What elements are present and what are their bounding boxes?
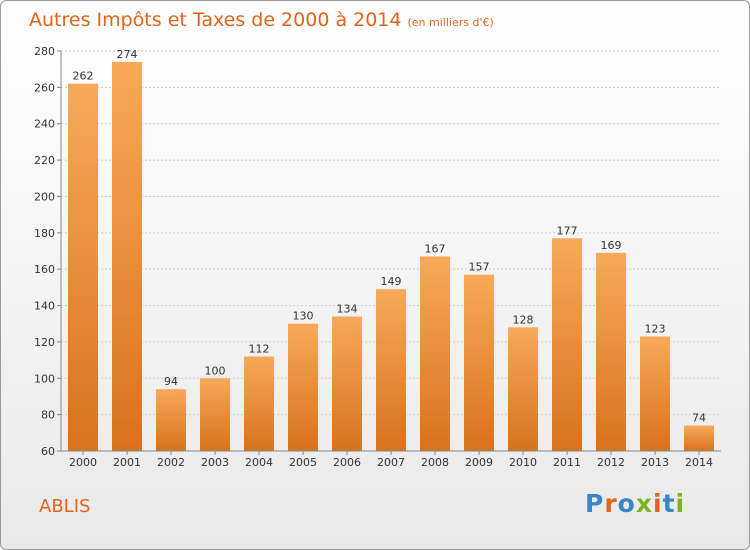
data-label-2008: 167 [425, 242, 446, 255]
y-tick-label: 140 [34, 300, 55, 313]
logo-letter: o [617, 489, 636, 518]
x-axis: 2000 2001 2002 2003 2004 2005 2006 2007 2008 2009… [61, 450, 721, 469]
logo-letter: t [662, 489, 676, 518]
y-tick-label: 100 [34, 372, 55, 385]
bar-2000 [68, 83, 98, 452]
x-tick-label-2009: 2009 [465, 456, 493, 469]
x-tick-label-2010: 2010 [509, 456, 537, 469]
bar-2005 [288, 323, 318, 451]
bar-2007 [376, 289, 406, 451]
logo-letter: P [585, 489, 605, 518]
bar-2010 [508, 327, 538, 451]
x-tick-label-2011: 2011 [553, 456, 581, 469]
y-tick-label: 200 [34, 190, 55, 203]
data-label-2004: 112 [249, 342, 270, 355]
y-axis: 60 80 100 120 140 160 180 200 220 240 260 280 [34, 45, 62, 458]
data-label-2006: 134 [337, 302, 358, 315]
y-tick-label: 60 [41, 445, 55, 458]
data-label-2009: 157 [469, 261, 490, 274]
logo-letter: i [653, 489, 663, 518]
data-label-2012: 169 [601, 239, 622, 252]
x-tick-label-2000: 2000 [69, 456, 97, 469]
x-tick-label-2004: 2004 [245, 456, 273, 469]
bar-2009 [464, 274, 494, 451]
data-labels: 262 274 94 100 112 130 134 149 167 157 128 177 169 12… [73, 48, 707, 425]
x-tick-label-2003: 2003 [201, 456, 229, 469]
bar-2001 [112, 61, 142, 452]
data-label-2002: 94 [164, 375, 178, 388]
y-tick-label: 260 [34, 81, 55, 94]
data-label-2011: 177 [557, 224, 578, 237]
chart-subtitle: (en milliers d'€) [407, 16, 494, 29]
bar-2008 [420, 256, 450, 451]
x-tick-label-2005: 2005 [289, 456, 317, 469]
bar-chart: 60 80 100 120 140 160 180 200 220 240 260 280 262 27… [34, 45, 721, 469]
logo-letter: i [675, 489, 686, 518]
y-tick-label: 80 [41, 409, 55, 422]
logo-letter: r [604, 489, 618, 518]
chart-title-text: Autres Impôts et Taxes de 2000 à 2014 [29, 9, 402, 31]
chart-title: Autres Impôts et Taxes de 2000 à 2014 (en… [29, 9, 494, 31]
data-label-2014: 74 [692, 412, 706, 425]
y-tick-label: 240 [34, 118, 55, 131]
bar-2011 [552, 238, 582, 451]
y-tick-label: 120 [34, 336, 55, 349]
bar-2006 [332, 316, 362, 451]
bar-2012 [596, 252, 626, 451]
x-tick-label-2002: 2002 [157, 456, 185, 469]
data-label-2013: 123 [645, 322, 666, 335]
x-tick-label-2006: 2006 [333, 456, 361, 469]
logo-letter: x [635, 489, 653, 518]
data-label-2005: 130 [293, 310, 314, 323]
bars [68, 61, 714, 452]
data-label-2003: 100 [205, 364, 226, 377]
x-tick-label-2001: 2001 [113, 456, 141, 469]
x-tick-label-2013: 2013 [641, 456, 669, 469]
data-label-2007: 149 [381, 275, 402, 288]
bar-2003 [200, 378, 230, 451]
place-name: ABLIS [39, 496, 91, 517]
y-tick-label: 280 [34, 45, 55, 58]
x-tick-label-2007: 2007 [377, 456, 405, 469]
bar-2014 [684, 425, 714, 451]
data-label-2010: 128 [513, 313, 534, 326]
data-label-2000: 262 [73, 70, 94, 83]
x-tick-label-2012: 2012 [597, 456, 625, 469]
data-label-2001: 274 [117, 48, 138, 61]
bar-2002 [156, 389, 186, 451]
x-tick-label-2008: 2008 [421, 456, 449, 469]
y-tick-label: 160 [34, 263, 55, 276]
proxiti-logo[interactable]: Proxiti [585, 489, 685, 518]
x-tick-label-2014: 2014 [685, 456, 713, 469]
y-tick-label: 220 [34, 154, 55, 167]
y-tick-label: 180 [34, 227, 55, 240]
bar-2004 [244, 356, 274, 451]
bar-2013 [640, 336, 670, 451]
